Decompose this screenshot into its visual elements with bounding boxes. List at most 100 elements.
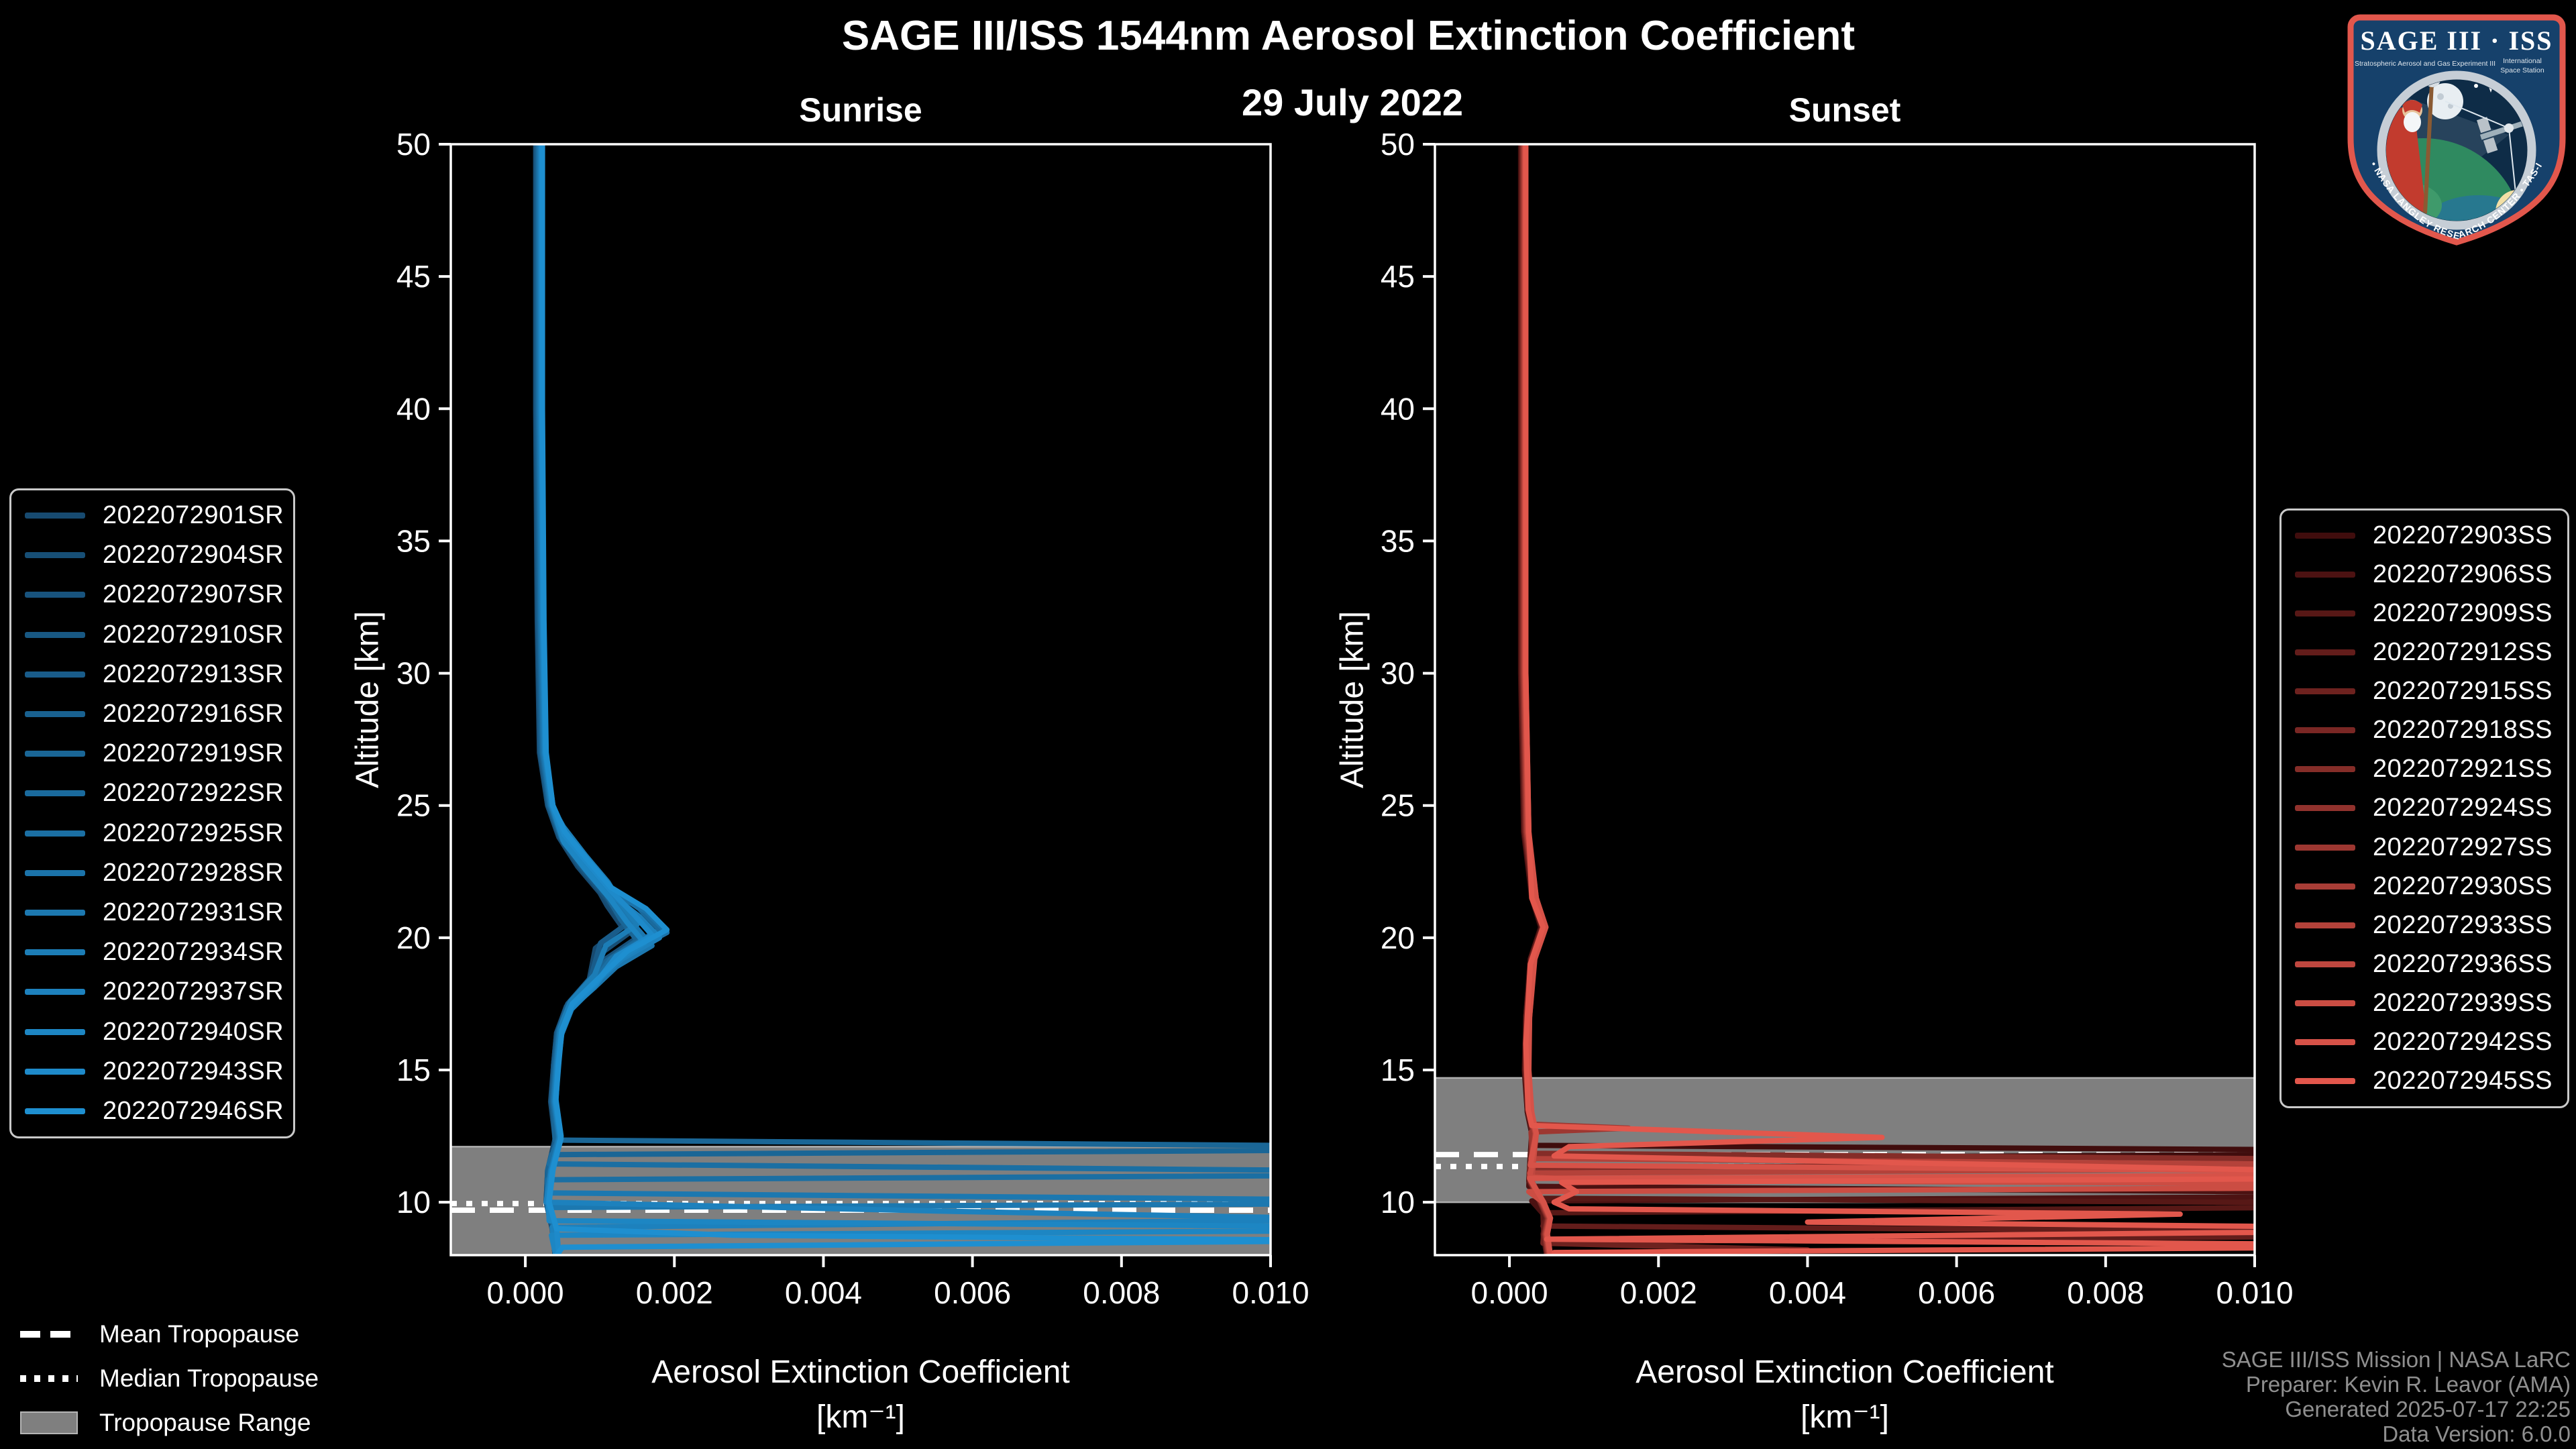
legend-line-swatch-icon (2295, 688, 2355, 695)
legend-line-swatch-icon (25, 909, 85, 916)
legend-item: 2022072912SS (2282, 638, 2567, 667)
legend-item: 2022072928SR (11, 859, 293, 888)
x-axis-unit-sunset: [km⁻¹] (1801, 1399, 1889, 1435)
legend-item-label: 2022072928SR (103, 858, 284, 887)
y-tick-label: 10 (1381, 1185, 1415, 1220)
legend-item: 2022072936SS (2282, 950, 2567, 979)
legend-item-label: 2022072903SS (2373, 521, 2553, 549)
legend-line-swatch-icon (25, 1028, 85, 1035)
legend-item: 2022072927SS (2282, 833, 2567, 862)
legend-item-label: 2022072940SR (103, 1017, 284, 1046)
legend-item-label: 2022072942SS (2373, 1028, 2553, 1057)
legend-line-swatch-icon (25, 552, 85, 559)
legend-item: 2022072924SS (2282, 794, 2567, 822)
legend-item: 2022072903SS (2282, 521, 2567, 550)
y-tick-label: 25 (1381, 788, 1415, 823)
legend-item-label: 2022072934SR (103, 938, 284, 967)
y-tick-label: 45 (1381, 259, 1415, 294)
legend-item-label: 2022072915SS (2373, 677, 2553, 706)
legend-line-swatch-icon (25, 1068, 85, 1075)
legend-item: 2022072925SR (11, 819, 293, 848)
legend-item-label: 2022072901SR (103, 501, 284, 530)
legend-line-swatch-icon (2295, 922, 2355, 928)
y-tick-label: 20 (396, 920, 431, 955)
median-tropopause-line-icon (20, 1375, 78, 1382)
credit-data-version: Data Version: 6.0.0 (2382, 1421, 2571, 1446)
profile-line (533, 144, 625, 1255)
legend-line-swatch-icon (25, 830, 85, 837)
legend-item-label: 2022072909SS (2373, 598, 2553, 627)
tropopause-legend-row: Median Tropopause (20, 1356, 436, 1401)
legend-item-label: 2022072907SR (103, 580, 284, 609)
credits-block: SAGE III/ISS Mission | NASA LaRC Prepare… (2222, 1347, 2571, 1446)
legend-line-swatch-icon (2295, 571, 2355, 578)
x-tick-label: 0.010 (1232, 1275, 1309, 1310)
legend-item: 2022072906SS (2282, 560, 2567, 589)
patch-subtitle-right: International (2503, 57, 2542, 65)
tropopause-legend-label: Median Tropopause (99, 1364, 319, 1392)
x-tick-label: 0.010 (2216, 1275, 2293, 1310)
profile-line (536, 144, 1271, 1255)
legend-line-swatch-icon (2295, 805, 2355, 812)
legend-line-swatch-icon (25, 711, 85, 718)
credit-mission: SAGE III/ISS Mission | NASA LaRC (2221, 1347, 2571, 1372)
page-title: SAGE III/ISS 1544nm Aerosol Extinction C… (841, 13, 1856, 59)
legend-item-label: 2022072906SS (2373, 559, 2553, 588)
axes-frame (1434, 143, 2256, 1256)
legend-line-swatch-icon (2295, 610, 2355, 616)
legend-item-label: 2022072946SR (103, 1096, 284, 1125)
y-tick-label: 30 (1381, 656, 1415, 691)
patch-subtitle-right: Space Station (2500, 66, 2544, 74)
legend-item-label: 2022072919SR (103, 739, 284, 768)
y-tick-label: 25 (396, 788, 431, 823)
x-axis-label-sunset: Aerosol Extinction Coefficient (1635, 1354, 2054, 1390)
x-tick-label: 0.008 (2067, 1275, 2144, 1310)
x-tick-label: 0.008 (1083, 1275, 1160, 1310)
y-tick-label: 20 (1381, 920, 1415, 955)
legend-item: 2022072939SS (2282, 989, 2567, 1018)
legend-line-swatch-icon (25, 751, 85, 757)
x-tick-label: 0.002 (636, 1275, 713, 1310)
legend-item-label: 2022072931SR (103, 898, 284, 926)
legend-sunset: 2022072903SS 2022072906SS 2022072909SS 2022… (2279, 508, 2569, 1108)
legend-item: 2022072942SS (2282, 1028, 2567, 1057)
legend-item: 2022072940SR (11, 1018, 293, 1046)
profile-line (538, 144, 1271, 1255)
legend-item-label: 2022072936SS (2373, 949, 2553, 978)
legend-item: 2022072921SS (2282, 755, 2567, 784)
legend-item: 2022072922SR (11, 779, 293, 808)
legend-line-swatch-icon (2295, 961, 2355, 967)
date-subtitle: 29 July 2022 (1241, 81, 1464, 123)
legend-item-label: 2022072924SS (2373, 794, 2553, 822)
plot-panel-sunrise: 10 15 20 25 30 35 40 45 50 0.000 0.002 0.004 0.006 0.… (396, 127, 1309, 1310)
x-tick-label: 0.000 (1471, 1275, 1548, 1310)
star-dot (2474, 84, 2478, 88)
y-tick-label: 35 (396, 523, 431, 558)
legend-item-label: 2022072921SS (2373, 755, 2553, 784)
legend-item: 2022072945SS (2282, 1067, 2567, 1095)
legend-line-swatch-icon (2295, 844, 2355, 851)
legend-line-swatch-icon (25, 592, 85, 598)
legend-item: 2022072913SR (11, 660, 293, 689)
legend-line-swatch-icon (25, 631, 85, 638)
legend-item: 2022072946SR (11, 1097, 293, 1126)
tropopause-legend-row: Mean Tropopause (20, 1312, 436, 1356)
profile-line (539, 144, 1271, 1255)
legend-item: 2022072943SR (11, 1057, 293, 1086)
legend-item-label: 2022072925SR (103, 818, 284, 847)
legend-line-swatch-icon (25, 671, 85, 678)
legend-item: 2022072904SR (11, 541, 293, 570)
tropopause-legend: Mean Tropopause Median Tropopause Tropop… (20, 1312, 436, 1445)
axes-frame (449, 143, 1272, 1256)
legend-item: 2022072933SS (2282, 911, 2567, 940)
sightline (2445, 101, 2510, 129)
tropopause-range-swatch-icon (20, 1411, 78, 1434)
y-tick-label: 40 (1381, 391, 1415, 426)
legend-item-label: 2022072904SR (103, 541, 284, 570)
legend-item: 2022072934SR (11, 938, 293, 967)
legend-item: 2022072901SR (11, 501, 293, 530)
profile-line (1523, 144, 2255, 1255)
legend-item: 2022072937SR (11, 977, 293, 1006)
panel-title-sunrise: Sunrise (799, 91, 922, 129)
